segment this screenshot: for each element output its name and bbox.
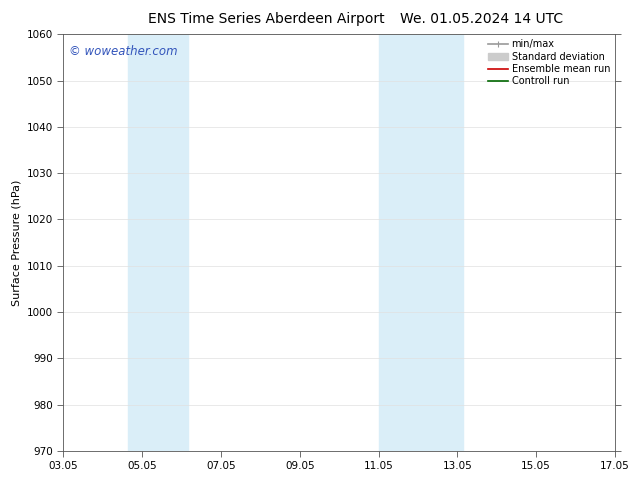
Bar [378, 34, 463, 451]
Y-axis label: Surface Pressure (hPa): Surface Pressure (hPa) [11, 179, 21, 306]
Bar [129, 34, 188, 451]
Text: We. 01.05.2024 14 UTC: We. 01.05.2024 14 UTC [400, 12, 564, 26]
Text: © woweather.com: © woweather.com [69, 45, 178, 58]
Legend: min/max, Standard deviation, Ensemble mean run, Controll run: min/max, Standard deviation, Ensemble me… [486, 36, 613, 89]
Text: ENS Time Series Aberdeen Airport: ENS Time Series Aberdeen Airport [148, 12, 385, 26]
